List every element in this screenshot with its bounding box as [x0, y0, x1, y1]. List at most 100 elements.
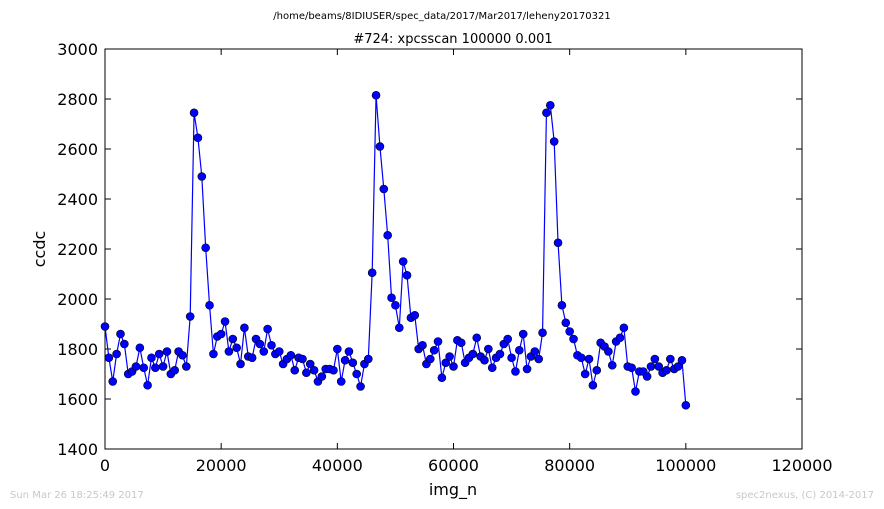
data-point [580, 369, 590, 379]
data-point [220, 317, 230, 326]
data-point [205, 300, 214, 310]
data-point [108, 377, 118, 386]
data-point [662, 365, 671, 375]
y-tick-label: 1400 [57, 440, 98, 459]
data-point [379, 184, 389, 194]
data-point [298, 354, 307, 364]
data-point [104, 353, 114, 363]
data-point [364, 354, 373, 364]
chart-path-title: /home/beams/8IDIUSER/spec_data/2017/Mar2… [273, 11, 610, 22]
data-point [515, 345, 524, 355]
data-point [135, 343, 145, 353]
data-point [495, 349, 505, 359]
data-point [348, 358, 358, 368]
data-point [329, 365, 338, 375]
data-point [553, 238, 563, 248]
data-point [507, 353, 516, 363]
data-point [530, 347, 540, 356]
y-tick-label: 2400 [57, 190, 98, 209]
data-point [216, 329, 226, 339]
data-point [503, 334, 513, 344]
series-layer [100, 90, 691, 410]
data-point [375, 142, 385, 151]
ticks-layer: 0 20000 40000 60000 80000 100000 120000 1400 160… [57, 40, 832, 475]
data-point [143, 380, 152, 390]
data-point [147, 353, 156, 363]
data-point [546, 100, 555, 110]
footer-timestamp: Sun Mar 26 18:25:49 2017 [10, 490, 144, 501]
data-point [185, 312, 195, 321]
data-point [534, 354, 543, 364]
data-point [584, 354, 594, 364]
data-point [666, 354, 675, 364]
data-point [681, 400, 691, 410]
data-point [433, 337, 443, 346]
data-point [410, 310, 420, 320]
data-point [650, 354, 660, 364]
data-point [484, 344, 493, 354]
data-point [120, 339, 129, 349]
y-tick-label: 3000 [57, 40, 98, 59]
data-point [158, 362, 168, 371]
x-tick-label: 80000 [544, 456, 595, 475]
data-point [511, 367, 520, 376]
x-tick-label: 60000 [428, 456, 479, 475]
data-point [302, 368, 311, 378]
x-tick-label: 100000 [655, 456, 716, 475]
data-point [178, 350, 187, 360]
chart-title: #724: xpcsscan 100000 0.001 [353, 32, 552, 47]
data-point [255, 339, 265, 349]
data-point [290, 365, 300, 375]
x-tick-label: 120000 [771, 456, 832, 475]
data-point [197, 172, 207, 181]
data-point [305, 359, 315, 369]
data-point [367, 268, 377, 278]
data-point [542, 108, 551, 118]
y-tick-label: 1600 [57, 390, 98, 409]
data-point [642, 372, 652, 381]
data-point [437, 373, 447, 383]
data-point [286, 350, 296, 360]
data-point [445, 352, 454, 361]
data-point [170, 365, 179, 375]
data-point [267, 340, 276, 350]
data-point [654, 362, 664, 371]
data-point [151, 363, 160, 373]
data-point [487, 363, 497, 373]
x-tick-label: 20000 [196, 456, 247, 475]
data-point [619, 323, 629, 333]
y-tick-label: 2000 [57, 290, 98, 309]
data-point [607, 360, 617, 370]
y-tick-label: 2600 [57, 140, 98, 159]
data-point [356, 382, 365, 391]
data-point [333, 344, 342, 354]
data-point [131, 362, 141, 371]
data-point [418, 340, 427, 350]
data-point [631, 387, 640, 396]
data-point [604, 347, 613, 356]
data-point [480, 355, 489, 365]
data-point [309, 365, 319, 375]
data-point [456, 338, 466, 348]
data-point [402, 270, 412, 280]
y-tick-label: 2200 [57, 240, 98, 259]
data-point [182, 362, 191, 371]
data-point [627, 363, 636, 373]
data-point [247, 353, 257, 363]
data-point [441, 358, 451, 368]
data-point [576, 353, 586, 363]
plot-frame [104, 48, 803, 450]
data-point [588, 380, 598, 390]
data-point [274, 347, 284, 356]
data-point [522, 364, 532, 374]
data-point [154, 349, 164, 359]
data-point [561, 318, 571, 328]
y-tick-label: 2800 [57, 90, 98, 109]
data-point [383, 230, 392, 240]
data-point [565, 327, 574, 336]
data-point [394, 323, 404, 333]
data-point [387, 293, 396, 303]
data-point [371, 90, 381, 100]
data-point [340, 355, 350, 365]
